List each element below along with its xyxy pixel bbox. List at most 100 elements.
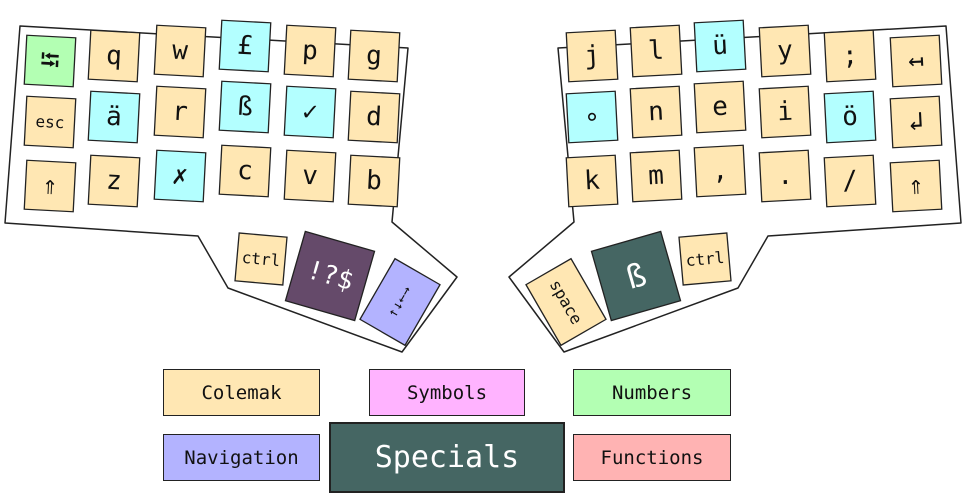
left-key-7-cap: [87, 90, 141, 144]
right-key-6-cap: [565, 90, 619, 144]
right-key-11: ↲: [889, 95, 943, 149]
right-key-1-cap: [629, 24, 683, 78]
right-key-10-cap: [823, 90, 877, 144]
right-key-11-cap: [889, 95, 943, 149]
right-key-16-cap: [823, 154, 877, 208]
left-key-6-cap: [23, 95, 77, 149]
left-key-2-cap: [153, 24, 207, 78]
left-thumb-ctrl-cap: [234, 232, 288, 286]
legend-functions: Functions: [573, 434, 731, 481]
left-key-13-label: z: [105, 166, 122, 197]
keyboard-svg: ⭾ q w £ p g esc ä r ß ✓ d ⇑ z ✗ c v b j l ü y; ↤ ∘ n e i ö ↲ k m,. / ⇑ ct…: [4, 19, 962, 353]
left-key-1-label: q: [105, 41, 122, 72]
left-key-10: ✓: [283, 85, 337, 139]
left-key-12-label: ⇑: [41, 171, 58, 202]
right-key-4: ;: [823, 29, 877, 83]
right-key-2-cap: [693, 19, 747, 73]
right-key-7-label: n: [647, 97, 664, 128]
right-key-15-cap: [758, 149, 812, 203]
right-key-0-cap: [565, 29, 619, 83]
left-key-9-label: ß: [236, 92, 253, 123]
right-key-9: i: [758, 85, 812, 139]
right-thumb-space-cap: [525, 257, 607, 347]
right-key-0: j: [565, 29, 619, 83]
left-key-11: d: [347, 90, 401, 144]
right-key-17-label: ⇑: [907, 171, 924, 202]
left-key-14-cap: [153, 149, 207, 203]
left-key-16-cap: [283, 149, 337, 203]
left-thumb-navigation: ↑↓←→: [359, 257, 441, 347]
legend-symbols: Symbols: [369, 369, 525, 416]
left-key-12-cap: [23, 159, 77, 213]
right-key-4-cap: [823, 29, 877, 83]
left-key-15-label: c: [236, 156, 253, 187]
right-key-2: ü: [693, 19, 747, 73]
left-key-15-cap: [218, 144, 272, 198]
right-key-17: ⇑: [889, 159, 943, 213]
left-key-6: esc: [23, 95, 77, 149]
left-key-7-label: ä: [105, 102, 122, 133]
right-key-14-label: ,: [711, 156, 728, 187]
right-key-8-label: e: [711, 92, 728, 123]
left-key-8-label: r: [171, 97, 188, 128]
left-key-3-cap: [218, 19, 272, 73]
left-key-0-label: ⭾: [39, 46, 60, 77]
right-key-14: ,: [693, 144, 747, 198]
right-key-5: ↤: [889, 34, 943, 88]
right-key-0-label: j: [583, 41, 600, 72]
right-thumb-space: space: [525, 257, 607, 347]
left-key-14: ✗: [153, 149, 207, 203]
right-key-13: m: [629, 149, 683, 203]
right-key-3-label: y: [776, 36, 793, 67]
right-key-15: .: [758, 149, 812, 203]
right-key-12: k: [565, 154, 619, 208]
left-key-4-cap: [283, 24, 337, 78]
left-key-17-cap: [347, 154, 401, 208]
right-key-14-cap: [693, 144, 747, 198]
left-key-2-label: w: [171, 36, 189, 67]
right-key-7: n: [629, 85, 683, 139]
right-key-10-label: ö: [841, 102, 858, 133]
left-thumb-symbols-cap: [284, 230, 376, 322]
right-key-16-label: /: [841, 166, 858, 197]
right-key-8-cap: [693, 80, 747, 134]
left-key-11-cap: [347, 90, 401, 144]
right-key-4-label: ;: [841, 41, 858, 72]
right-thumb-ctrl: ctrl: [678, 232, 732, 286]
right-thumb-specials-cap: [590, 230, 682, 322]
right-key-5-label: ↤: [907, 46, 924, 77]
right-key-5-cap: [889, 34, 943, 88]
left-key-0-cap: [23, 34, 77, 88]
left-key-14-label: ✗: [171, 161, 188, 192]
right-key-13-label: m: [647, 161, 664, 192]
left-thumb-ctrl: ctrl: [234, 232, 288, 286]
left-key-10-cap: [283, 85, 337, 139]
left-key-16: v: [283, 149, 337, 203]
left-key-13: z: [87, 154, 141, 208]
right-key-6: ∘: [565, 90, 619, 144]
legend-specials: Specials: [329, 422, 565, 493]
left-key-1: q: [87, 29, 141, 83]
left-key-0: ⭾: [23, 34, 77, 88]
left-key-7: ä: [87, 90, 141, 144]
legend-navigation: Navigation: [163, 434, 320, 481]
right-key-1: l: [629, 24, 683, 78]
left-key-4: p: [283, 24, 337, 78]
right-thumb-ctrl-label: ctrl: [685, 248, 725, 270]
left-key-5-label: g: [365, 41, 382, 72]
legend-colemak: Colemak: [163, 369, 320, 416]
right-key-16: /: [823, 154, 877, 208]
right-key-1-label: l: [647, 36, 664, 67]
left-key-15: c: [218, 144, 272, 198]
legend-numbers: Numbers: [573, 369, 731, 416]
left-thumb-ctrl-label: ctrl: [241, 248, 281, 270]
right-key-12-label: k: [583, 166, 601, 197]
left-key-5: g: [347, 29, 401, 83]
left-key-16-label: v: [301, 161, 318, 192]
left-thumb-navigation-cap: [359, 257, 441, 347]
right-key-7-cap: [629, 85, 683, 139]
left-key-1-cap: [87, 29, 141, 83]
left-key-3: £: [218, 19, 272, 73]
left-key-17: b: [347, 154, 401, 208]
